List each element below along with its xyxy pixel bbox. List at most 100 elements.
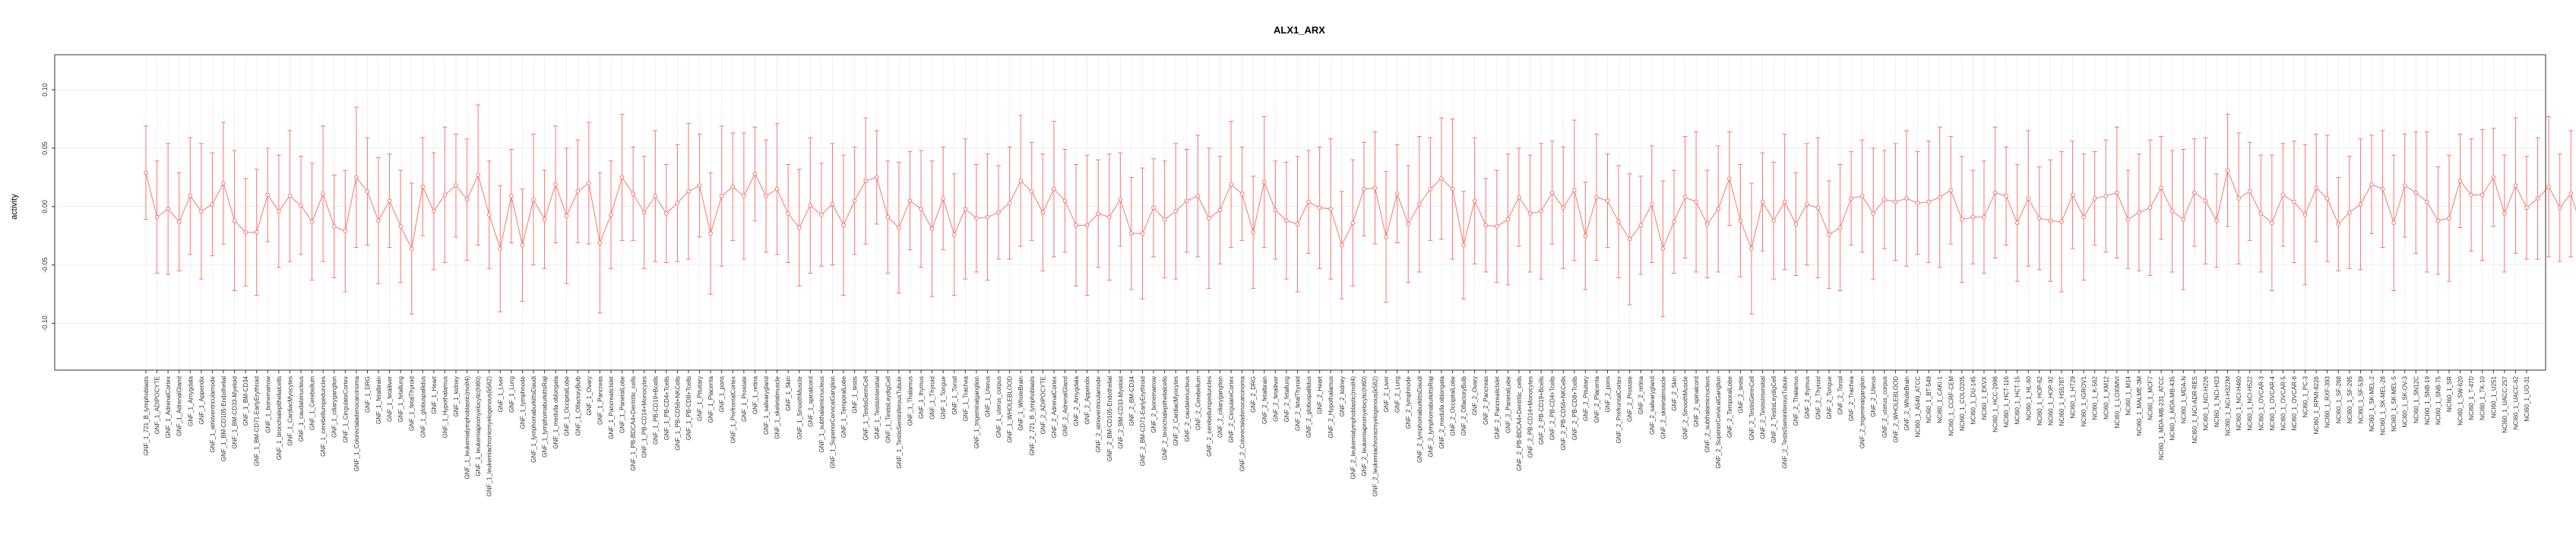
x-tick-label: GNF_1_PB-CD8+Tcells	[685, 376, 692, 440]
data-point	[2369, 182, 2374, 187]
data-point	[553, 182, 558, 187]
x-tick-label: GNF_1_fetalThyroid	[409, 376, 416, 431]
x-tick-label: GNF_1_testis	[852, 376, 859, 413]
data-point	[1970, 214, 1976, 220]
x-tick-label: GNF_2_PB-CD14+Monocytes	[1527, 376, 1534, 458]
x-tick-label: GNF_2_PB-CD8+Tcells	[1571, 376, 1578, 440]
data-point	[1362, 186, 1366, 192]
data-point	[2181, 217, 2186, 222]
data-point	[2236, 196, 2241, 201]
x-tick-label: GNF_1_Liver	[497, 376, 504, 413]
data-point	[420, 184, 426, 189]
x-tick-label: GNF_2_OccipitalLobe	[1450, 375, 1457, 435]
x-tick-label: GNF_2_Prostate	[1627, 375, 1634, 422]
x-tick-label: NCI60_1_PC-3	[2302, 375, 2309, 417]
x-tick-label: GNF_1_TemporalLobe	[840, 375, 847, 437]
data-point	[1594, 195, 1599, 200]
data-point	[1261, 179, 1267, 185]
x-tick-label: GNF_2_ParietalLobe	[1505, 375, 1511, 433]
data-point	[1527, 211, 1533, 216]
x-tick-label: GNF_2_Thalamus	[1793, 376, 1799, 426]
data-point	[1151, 205, 1156, 211]
x-tick-label: GNF_1_Tongue	[940, 375, 947, 419]
x-tick-label: GNF_1_leukemialymphoblastic(molt4)	[464, 376, 471, 480]
data-point	[664, 211, 669, 216]
data-point	[542, 217, 547, 222]
data-point	[376, 218, 381, 223]
x-tick-label: GNF_2_pons	[1605, 376, 1612, 413]
data-point	[1251, 230, 1256, 235]
data-point	[2258, 211, 2264, 216]
x-tick-label: GNF_2_lymphomaburkittsRaji	[1427, 376, 1434, 458]
data-point	[2324, 196, 2330, 201]
x-tick-label: GNF_1_Tonsil	[951, 376, 958, 415]
x-tick-label: NCI60_1_OVCAR-5	[2280, 375, 2286, 430]
x-tick-label: NCI60_1_COLO205	[1959, 375, 1966, 431]
x-tick-label: GNF_2_medulla oblongata	[1438, 375, 1445, 448]
data-point	[1162, 217, 1167, 222]
x-tick-label: GNF_1_Ovary	[586, 376, 593, 416]
data-point	[1727, 176, 1732, 181]
data-point	[1472, 198, 1477, 203]
data-point	[1295, 222, 1300, 226]
x-tick-label: GNF_1_fetallung	[397, 376, 404, 422]
data-point	[2413, 190, 2419, 195]
x-tick-label: NCI60_1_NCI-ADR-RES	[2191, 376, 2198, 443]
data-point	[1893, 199, 1898, 204]
x-tick-label: GNF_2_BM-CD34	[1128, 375, 1135, 426]
data-point	[2546, 184, 2551, 189]
data-point	[2048, 218, 2053, 223]
x-tick-label: GNF_2_Appendix	[1084, 376, 1091, 425]
data-point	[1173, 209, 1179, 214]
x-tick-label: GNF_1_CingulateCortex	[342, 376, 349, 443]
data-point	[2402, 183, 2407, 188]
x-tick-label: NCI60_1_SF-295	[2347, 375, 2353, 423]
data-point	[1339, 242, 1344, 248]
x-tick-label: GNF_2_WHOLEBLOOD	[1892, 376, 1899, 443]
x-tick-label: GNF_1_PrefrontalCortex	[729, 376, 736, 443]
x-tick-label: GNF_2_Thyroid	[1815, 376, 1821, 420]
data-point	[653, 194, 658, 198]
x-tick-label: NCI60_1_SK-MEL-5	[2391, 375, 2397, 431]
data-point	[719, 194, 724, 198]
data-point	[2557, 205, 2562, 211]
data-point	[144, 170, 148, 176]
data-point	[476, 173, 480, 178]
chart-title: ALX1_ARX	[1274, 24, 1325, 36]
x-tick-label: GNF_1_salivarygland	[763, 376, 770, 435]
y-tick-label: 0.10	[41, 83, 49, 97]
x-tick-label: GNF_1_Cerebellum	[309, 376, 316, 430]
data-point	[2125, 217, 2131, 222]
x-tick-label: GNF_1_spinalcord	[807, 376, 814, 427]
x-tick-label: NCI60_1_SR	[2446, 376, 2453, 412]
data-point	[387, 198, 392, 203]
x-tick-label: GNF_1_Lung	[508, 376, 515, 413]
x-tick-label: GNF_1_bronchialepithelialcells	[276, 376, 283, 460]
x-tick-label: GNF_2_caudatenucleus	[1184, 376, 1191, 442]
x-tick-label: GNF_2_Ovary	[1472, 376, 1479, 416]
x-tick-label: GNF_2_uterus_corpus	[1881, 376, 1888, 438]
x-tick-label: NCI60_1_NCI-H226	[2202, 375, 2209, 430]
data-point	[2081, 214, 2086, 220]
data-point	[2447, 216, 2451, 220]
data-point	[2479, 192, 2485, 198]
x-tick-label: GNF_1_TestisIntersitial	[874, 376, 881, 439]
data-point	[221, 181, 226, 185]
x-tick-label: NCI60_1_U251	[2490, 375, 2497, 418]
x-tick-label: GNF_1_Prostate	[741, 375, 748, 422]
data-point	[199, 209, 204, 214]
x-tick-label: GNF_2_TestisIntersitial	[1760, 376, 1767, 439]
data-point	[2502, 211, 2507, 216]
x-tick-label: GNF_2_TestisLeydigCell	[1771, 376, 1777, 443]
x-tick-label: NCI60_1_NCI-H460	[2236, 375, 2242, 430]
x-tick-label: GNF_1_SmoothMuscle	[796, 375, 803, 439]
data-point	[1229, 182, 1233, 187]
data-point	[1926, 199, 1931, 204]
data-point	[597, 240, 603, 245]
data-point	[277, 209, 281, 214]
data-point	[2358, 201, 2363, 207]
x-tick-label: NCI60_1_CCRF-CEM	[1948, 376, 1954, 436]
x-tick-label: GNF_2_leukemiachronicmyelogenous(k562)	[1372, 376, 1379, 497]
x-tick-label: GNF_1_OlfactoryBulb	[574, 375, 581, 435]
